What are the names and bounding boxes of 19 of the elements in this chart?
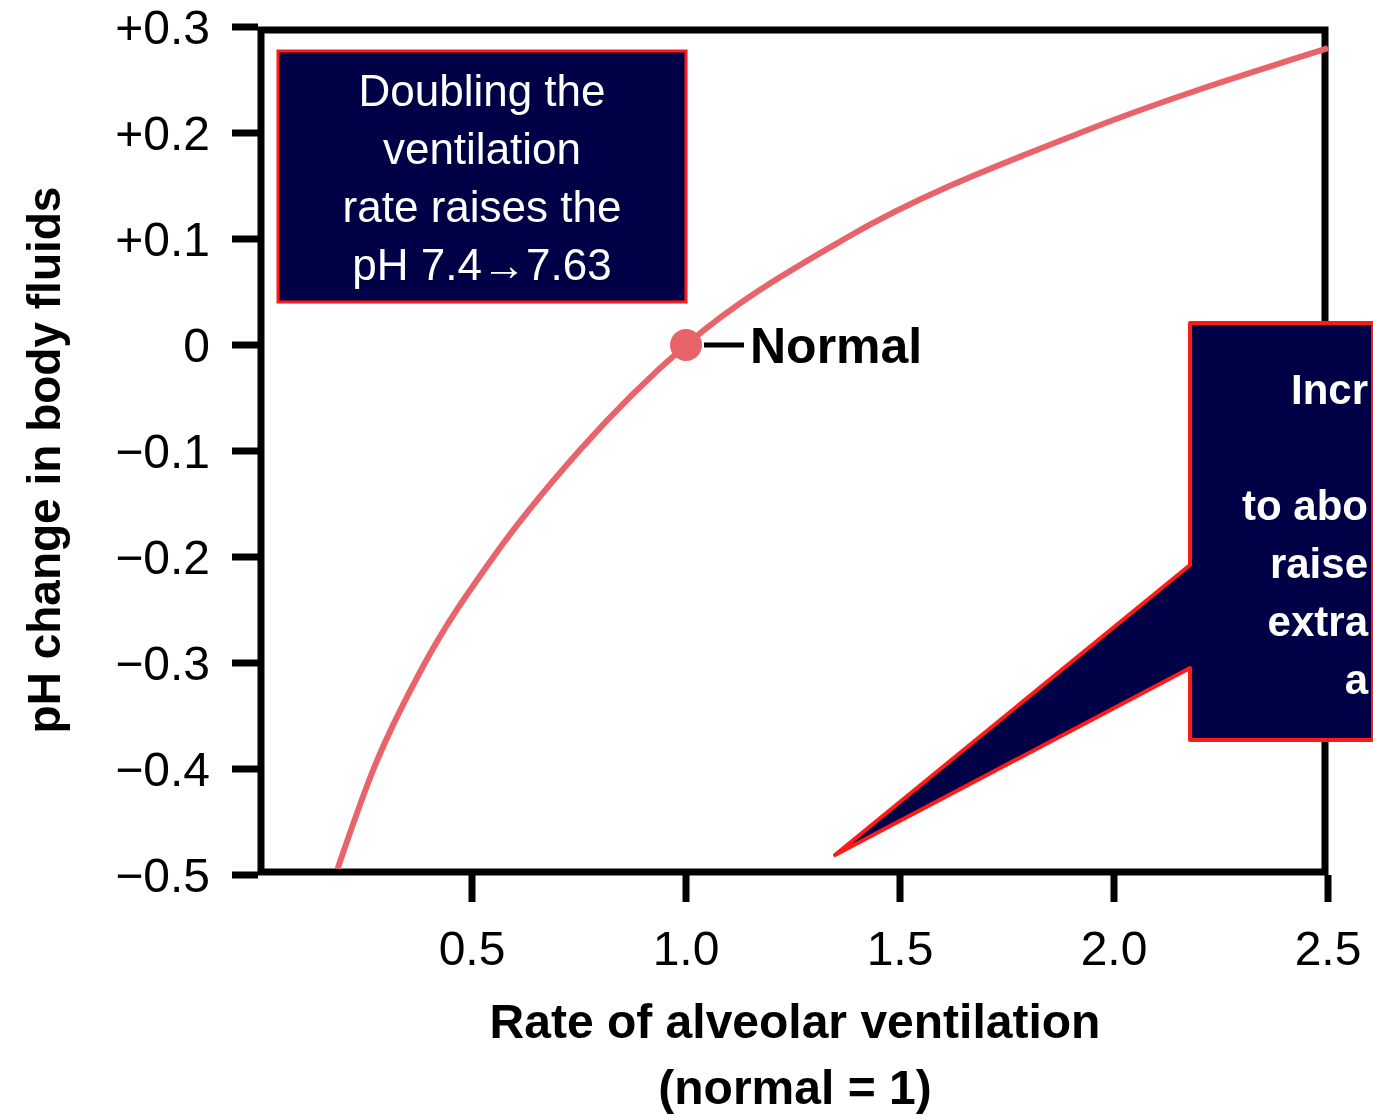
y-tick-label: +0.1: [115, 213, 210, 267]
y-tick-label: 0: [183, 319, 210, 373]
x-tick-label: 1.5: [866, 922, 934, 975]
x-tick-label: 1.0: [652, 922, 720, 975]
y-tick-label: −0.2: [115, 531, 210, 585]
y-tick-label: +0.2: [115, 107, 210, 161]
y-tick-label: −0.5: [115, 849, 210, 903]
y-axis-title: pH change in body fluids: [18, 186, 70, 734]
y-tick-label: −0.1: [115, 425, 210, 479]
y-tick-label: −0.3: [115, 637, 210, 691]
x-axis-title: Rate of alveolar ventilation (normal = 1): [489, 995, 1101, 1114]
x-tick-label: 2.0: [1080, 922, 1148, 975]
annotation: Doubling the ventilation rate raises the pH 7.4→7.63: [342, 66, 622, 289]
x-tick-label: 2.5: [1294, 922, 1362, 975]
annotation: Normal: [750, 318, 923, 374]
text: Incr to abo raise extra a: [1242, 366, 1368, 703]
y-tick-label: −0.4: [115, 743, 210, 797]
x-tick-label: 0.5: [438, 922, 506, 975]
y-tick-label: +0.3: [115, 1, 210, 55]
